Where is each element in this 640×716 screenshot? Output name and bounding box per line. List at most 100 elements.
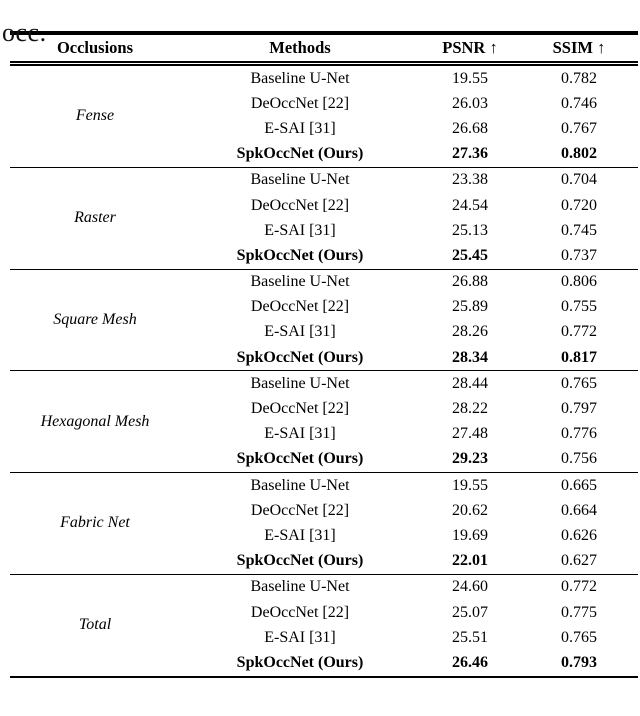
table-row: SpkOccNet (Ours) 27.36 0.802 — [10, 142, 638, 168]
ssim-cell: 0.776 — [561, 425, 597, 443]
ssim-cell: 0.746 — [561, 94, 597, 112]
psnr-cell: 26.46 — [452, 653, 488, 671]
psnr-cell: 26.03 — [452, 94, 488, 112]
occlusion-cell: Total — [10, 573, 180, 677]
psnr-cell: 27.36 — [452, 145, 488, 163]
psnr-cell: 28.22 — [452, 400, 488, 418]
method-cell: Baseline U-Net — [180, 370, 420, 397]
table-row: SpkOccNet (Ours) 26.46 0.793 — [10, 650, 638, 676]
method-cell: SpkOccNet (Ours) — [236, 450, 364, 468]
ssim-cell: 0.626 — [561, 526, 597, 544]
ssim-cell: 0.817 — [561, 348, 597, 366]
method-cell: SpkOccNet (Ours) — [236, 552, 364, 570]
psnr-cell: 23.38 — [420, 166, 520, 193]
table-row: Raster Baseline U-Net 23.38 0.704 — [10, 166, 638, 269]
results-table-body: Fense Baseline U-Net 19.55 0.782 DeOccNet [2… — [10, 64, 638, 677]
ssim-cell: 0.704 — [520, 166, 638, 193]
table-row: E-SAI [31] 27.48 0.776 — [10, 422, 638, 447]
psnr-cell: 25.51 — [452, 628, 488, 646]
method-cell: E-SAI [31] — [264, 425, 336, 443]
table-row: SpkOccNet (Ours) 22.01 0.627 — [10, 549, 638, 575]
results-table: Occlusions Methods PSNR ↑ SSIM ↑ Fense Ba… — [10, 31, 638, 678]
psnr-cell: 28.44 — [420, 370, 520, 397]
ssim-cell: 0.664 — [561, 501, 597, 519]
table-row: Total Baseline U-Net 24.60 0.772 — [10, 573, 638, 677]
psnr-cell: 25.07 — [452, 603, 488, 621]
col-header-psnr: PSNR ↑ — [420, 33, 520, 66]
ssim-cell: 0.806 — [520, 268, 638, 295]
ssim-cell: 0.767 — [561, 119, 597, 137]
psnr-cell: 24.60 — [420, 573, 520, 600]
method-cell: DeOccNet [22] — [250, 501, 350, 519]
table-row: Fabric Net Baseline U-Net 19.55 0.665 — [10, 472, 638, 575]
ssim-cell: 0.772 — [520, 573, 638, 600]
table-row: E-SAI [31] 26.68 0.767 — [10, 116, 638, 141]
ssim-cell: 0.627 — [561, 552, 597, 570]
table-row: E-SAI [31] 25.13 0.745 — [10, 218, 638, 243]
psnr-cell: 25.13 — [452, 221, 488, 239]
table-row: Hexagonal Mesh Baseline U-Net 28.44 0.765 — [10, 370, 638, 473]
psnr-cell: 26.68 — [452, 119, 488, 137]
table-row: DeOccNet [22] 25.07 0.775 — [10, 600, 638, 625]
ssim-cell: 0.745 — [561, 221, 597, 239]
method-cell: Baseline U-Net — [180, 573, 420, 600]
ssim-cell: 0.756 — [561, 450, 597, 468]
method-cell: E-SAI [31] — [264, 221, 336, 239]
method-cell: SpkOccNet (Ours) — [236, 246, 364, 264]
method-cell: SpkOccNet (Ours) — [236, 653, 364, 671]
psnr-cell: 28.26 — [452, 323, 488, 341]
ssim-cell: 0.737 — [561, 246, 597, 264]
col-header-methods: Methods — [180, 33, 420, 66]
table-row: DeOccNet [22] 28.22 0.797 — [10, 396, 638, 421]
psnr-cell: 25.89 — [452, 298, 488, 316]
psnr-cell: 19.69 — [452, 526, 488, 544]
col-header-ssim: SSIM ↑ — [520, 33, 638, 66]
occlusion-cell: Hexagonal Mesh — [10, 370, 180, 473]
psnr-cell: 19.55 — [420, 472, 520, 499]
method-cell: DeOccNet [22] — [250, 94, 350, 112]
psnr-cell: 28.34 — [452, 348, 488, 366]
method-cell: E-SAI [31] — [264, 526, 336, 544]
occlusion-cell: Fabric Net — [10, 472, 180, 575]
method-cell: E-SAI [31] — [264, 119, 336, 137]
ssim-cell: 0.775 — [561, 603, 597, 621]
table-row: Square Mesh Baseline U-Net 26.88 0.806 — [10, 268, 638, 371]
ssim-cell: 0.793 — [561, 653, 597, 671]
ssim-cell: 0.765 — [561, 628, 597, 646]
psnr-cell: 26.88 — [420, 268, 520, 295]
method-cell: E-SAI [31] — [264, 628, 336, 646]
psnr-cell: 20.62 — [452, 501, 488, 519]
table-row: Fense Baseline U-Net 19.55 0.782 — [10, 64, 638, 125]
ssim-cell: 0.772 — [561, 323, 597, 341]
method-cell: Baseline U-Net — [180, 268, 420, 295]
psnr-cell: 25.45 — [452, 246, 488, 264]
psnr-cell: 29.23 — [452, 450, 488, 468]
method-cell: DeOccNet [22] — [250, 400, 350, 418]
table-row: E-SAI [31] 19.69 0.626 — [10, 523, 638, 548]
table-header-row: Occlusions Methods PSNR ↑ SSIM ↑ — [10, 33, 638, 66]
psnr-cell: 22.01 — [452, 552, 488, 570]
ssim-cell: 0.755 — [561, 298, 597, 316]
table-row: E-SAI [31] 25.51 0.765 — [10, 625, 638, 650]
table-row: DeOccNet [22] 25.89 0.755 — [10, 295, 638, 320]
psnr-cell: 27.48 — [452, 425, 488, 443]
ssim-cell: 0.797 — [561, 400, 597, 418]
table-row: DeOccNet [22] 20.62 0.664 — [10, 498, 638, 523]
method-cell: SpkOccNet (Ours) — [236, 348, 364, 366]
method-cell: DeOccNet [22] — [250, 298, 350, 316]
psnr-cell: 24.54 — [452, 196, 488, 214]
method-cell: DeOccNet [22] — [250, 603, 350, 621]
psnr-cell: 19.55 — [452, 69, 488, 87]
method-cell: SpkOccNet (Ours) — [236, 145, 364, 163]
table-row: DeOccNet [22] 24.54 0.720 — [10, 193, 638, 218]
ssim-cell: 0.665 — [520, 472, 638, 499]
table-row: DeOccNet [22] 26.03 0.746 — [10, 91, 638, 116]
method-cell: Baseline U-Net — [250, 69, 350, 87]
occlusion-cell: Square Mesh — [10, 268, 180, 371]
table-row: SpkOccNet (Ours) 29.23 0.756 — [10, 447, 638, 473]
method-cell: Baseline U-Net — [180, 166, 420, 193]
occlusion-cell: Fense — [75, 107, 115, 125]
method-cell: Baseline U-Net — [180, 472, 420, 499]
caption-fragment-text: occ. — [2, 18, 47, 47]
ssim-cell: 0.782 — [561, 69, 597, 87]
